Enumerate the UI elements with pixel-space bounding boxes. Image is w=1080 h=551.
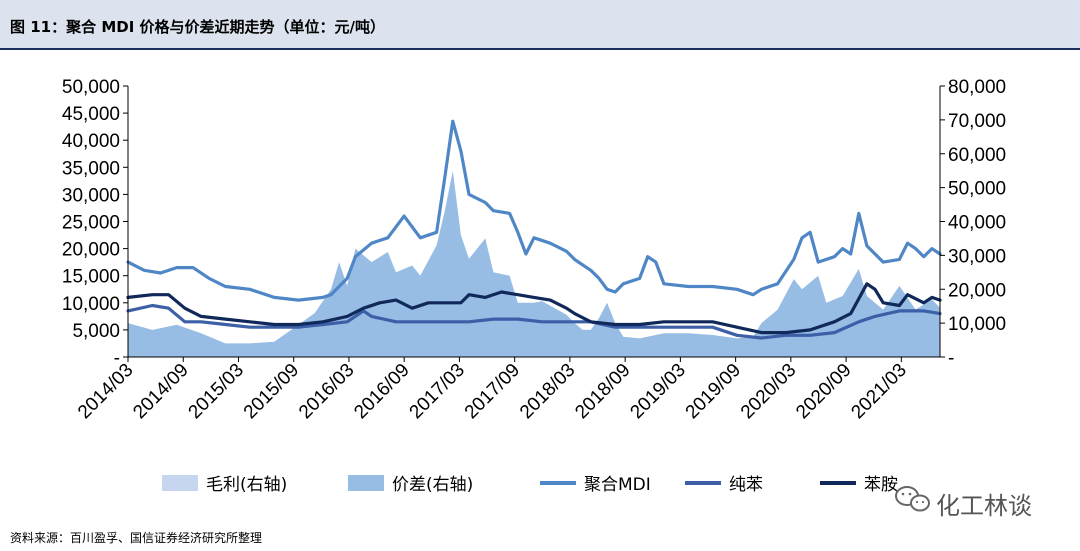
left-tick-label: - [114, 348, 120, 369]
x-axis-ticks: 2014/032014/092015/032015/092016/032016/… [74, 357, 911, 423]
legend-label-mdi: 聚合MDI [584, 475, 651, 495]
x-tick-label: 2020/09 [792, 360, 855, 423]
x-tick-label: 2014/09 [129, 360, 192, 423]
right-tick-label: 10,000 [948, 314, 1006, 335]
right-tick-label: 20,000 [948, 280, 1006, 301]
x-tick-label: 2020/03 [737, 360, 800, 423]
title-bar [0, 0, 1080, 50]
left-tick-label: 20,000 [62, 240, 120, 261]
right-tick-label: 30,000 [948, 246, 1006, 267]
legend-swatch-spread [348, 475, 384, 491]
line-series-mdi [126, 119, 942, 302]
legend-label-aniline: 苯胺 [864, 475, 898, 495]
x-tick-label: 2017/09 [461, 360, 524, 423]
right-tick-label: - [948, 348, 954, 369]
x-tick-label: 2017/03 [406, 360, 469, 423]
x-tick-label: 2015/09 [240, 360, 303, 423]
x-tick-label: 2018/03 [516, 360, 579, 423]
x-tick-label: 2019/09 [682, 360, 745, 423]
x-tick-label: 2019/03 [626, 360, 689, 423]
right-axis-ticks: - 10,000 20,000 30,000 40,000 50,000 60,000 70,… [940, 77, 1006, 369]
right-tick-label: 40,000 [948, 213, 1006, 234]
left-tick-label: 15,000 [62, 267, 120, 288]
left-tick-label: 25,000 [62, 213, 120, 234]
right-tick-label: 80,000 [948, 77, 1006, 98]
area-series-spread [128, 170, 940, 357]
line-series-benzene [126, 303, 942, 340]
left-tick-label: 5,000 [72, 321, 120, 342]
legend-label-spread: 价差(右轴) [392, 475, 473, 495]
watermark: 化工林谈 [895, 486, 1032, 520]
right-tick-label: 60,000 [948, 145, 1006, 166]
left-tick-label: 45,000 [62, 104, 120, 125]
left-axis-ticks: - 5,000 10,000 15,000 20,000 25,000 30,000 35,0… [62, 77, 128, 369]
line-series-aniline [126, 282, 942, 335]
wechat-icon [895, 486, 930, 512]
legend-label-margin: 毛利(右轴) [206, 475, 287, 495]
x-tick-label: 2021/03 [847, 360, 910, 423]
legend: 毛利(右轴) 价差(右轴) 聚合MDI 纯苯 苯胺 [162, 475, 898, 495]
left-tick-label: 40,000 [62, 131, 120, 152]
plot-lines [126, 119, 942, 340]
left-tick-label: 50,000 [62, 77, 120, 98]
x-tick-label: 2016/09 [350, 360, 413, 423]
left-tick-label: 10,000 [62, 294, 120, 315]
right-tick-label: 50,000 [948, 179, 1006, 200]
x-tick-label: 2016/03 [295, 360, 358, 423]
watermark-text: 化工林谈 [936, 492, 1032, 520]
x-tick-label: 2014/03 [74, 360, 137, 423]
right-tick-label: 70,000 [948, 111, 1006, 132]
source-note: 资料来源：百川盈孚、国信证券经济研究所整理 [10, 530, 262, 545]
x-tick-label: 2018/09 [571, 360, 634, 423]
left-tick-label: 30,000 [62, 185, 120, 206]
legend-swatch-margin [162, 475, 198, 491]
plot-areas [128, 170, 940, 357]
x-tick-label: 2015/03 [185, 360, 248, 423]
left-tick-label: 35,000 [62, 158, 120, 179]
chart-title: 图 11：聚合 MDI 价格与价差近期走势（单位：元/吨） [10, 18, 385, 36]
title-rule [0, 48, 1080, 50]
legend-label-benzene: 纯苯 [729, 475, 763, 495]
